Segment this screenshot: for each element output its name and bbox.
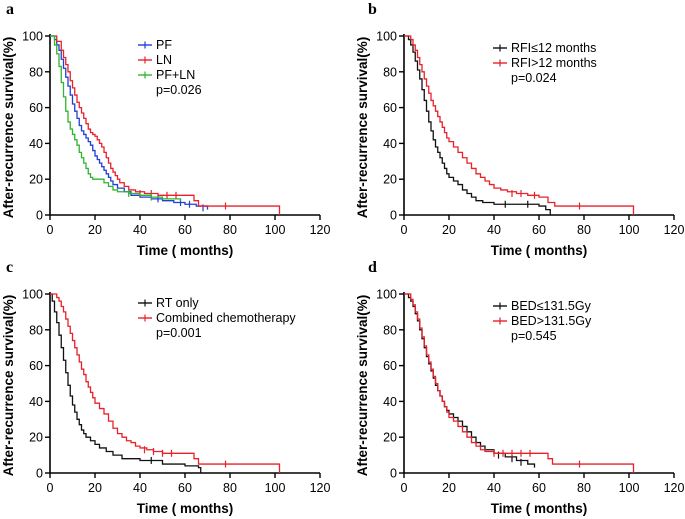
legend-label: Combined chemotherapy xyxy=(156,311,296,325)
y-tick-label: 80 xyxy=(383,323,397,337)
x-tick-label: 20 xyxy=(442,481,456,495)
x-tick-label: 40 xyxy=(487,223,501,237)
p-value-label: p=0.026 xyxy=(156,83,202,97)
y-tick-label: 0 xyxy=(390,467,397,481)
panel-letter: d xyxy=(368,259,377,276)
y-tick-label: 20 xyxy=(383,173,397,187)
y-tick-label: 20 xyxy=(383,431,397,445)
km-curve-2 xyxy=(50,293,281,473)
legend-label: PF+LN xyxy=(156,68,195,82)
x-tick-label: 20 xyxy=(88,481,102,495)
y-tick-label: 80 xyxy=(383,65,397,79)
legend-label: RFI≤12 months xyxy=(511,41,596,55)
x-tick-label: 120 xyxy=(664,223,685,237)
x-tick-label: 120 xyxy=(664,481,685,495)
x-axis-title: Time ( months) xyxy=(491,243,588,258)
x-axis-title: Time ( months) xyxy=(137,243,234,258)
x-tick-label: 0 xyxy=(401,481,408,495)
x-axis-title: Time ( months) xyxy=(491,501,588,516)
legend-label: LN xyxy=(156,53,172,67)
x-tick-label: 60 xyxy=(532,481,546,495)
y-tick-label: 20 xyxy=(29,431,43,445)
legend-label: BED≤131.5Gy xyxy=(511,299,592,313)
p-value-label: p=0.001 xyxy=(156,326,202,340)
x-tick-label: 0 xyxy=(401,223,408,237)
x-tick-label: 60 xyxy=(532,223,546,237)
y-axis-title: After-recurrence survival(%) xyxy=(355,37,370,219)
legend-label: RT only xyxy=(156,296,199,310)
panel-letter: b xyxy=(368,1,377,18)
x-tick-label: 0 xyxy=(47,481,54,495)
legend-label: BED>131.5Gy xyxy=(511,314,592,328)
y-tick-label: 80 xyxy=(29,323,43,337)
y-tick-label: 60 xyxy=(29,359,43,373)
km-curve-1 xyxy=(404,35,551,215)
x-tick-label: 40 xyxy=(133,223,147,237)
x-tick-label: 100 xyxy=(265,481,286,495)
x-tick-label: 60 xyxy=(178,481,192,495)
x-tick-label: 20 xyxy=(442,223,456,237)
x-tick-label: 80 xyxy=(223,481,237,495)
y-tick-label: 0 xyxy=(390,209,397,223)
y-axis-title: After-recurrence survival(%) xyxy=(1,295,16,477)
chart-panel-c: c 0 20 40 60 80 100 0 20 40 60 80 100 120 Time ( month… xyxy=(1,259,330,516)
x-tick-label: 100 xyxy=(265,223,286,237)
km-curve-3 xyxy=(50,35,182,201)
x-tick-label: 40 xyxy=(487,481,501,495)
p-value-label: p=0.024 xyxy=(511,71,557,85)
chart-panel-d: d 0 20 40 60 80 100 0 20 40 60 80 100 120 Time ( month… xyxy=(355,259,684,516)
x-tick-label: 20 xyxy=(88,223,102,237)
x-tick-label: 80 xyxy=(577,481,591,495)
x-tick-label: 120 xyxy=(310,223,331,237)
y-tick-label: 100 xyxy=(376,288,397,302)
legend-label: PF xyxy=(156,38,172,52)
y-tick-label: 60 xyxy=(29,101,43,115)
panel-letter: a xyxy=(6,1,14,18)
legend-label: RFI>12 months xyxy=(511,56,597,70)
y-tick-label: 0 xyxy=(36,209,43,223)
y-tick-label: 80 xyxy=(29,65,43,79)
y-tick-label: 40 xyxy=(29,137,43,151)
x-tick-label: 80 xyxy=(223,223,237,237)
y-tick-label: 60 xyxy=(383,101,397,115)
x-tick-label: 120 xyxy=(310,481,331,495)
x-tick-label: 100 xyxy=(619,481,640,495)
km-curve-2 xyxy=(404,293,635,473)
x-tick-label: 80 xyxy=(577,223,591,237)
km-curve-2 xyxy=(404,35,635,215)
y-axis-title: After-recurrence survival(%) xyxy=(355,295,370,477)
x-tick-label: 0 xyxy=(47,223,54,237)
km-curve-1 xyxy=(50,35,209,210)
x-tick-label: 60 xyxy=(178,223,192,237)
y-tick-label: 100 xyxy=(22,30,43,44)
y-tick-label: 60 xyxy=(383,359,397,373)
km-curve-1 xyxy=(50,293,202,473)
x-axis-title: Time ( months) xyxy=(137,501,234,516)
y-tick-label: 0 xyxy=(36,467,43,481)
x-tick-label: 40 xyxy=(133,481,147,495)
y-tick-label: 100 xyxy=(22,288,43,302)
y-tick-label: 40 xyxy=(383,137,397,151)
x-tick-label: 100 xyxy=(619,223,640,237)
y-tick-label: 100 xyxy=(376,30,397,44)
panel-letter: c xyxy=(6,259,13,276)
y-tick-label: 40 xyxy=(383,395,397,409)
p-value-label: p=0.545 xyxy=(511,329,557,343)
y-axis-title: After-recurrence survival(%) xyxy=(1,37,16,219)
km-curve-2 xyxy=(50,35,281,215)
chart-panel-b: b 0 20 40 60 80 100 0 20 40 60 80 100 120 Time ( month… xyxy=(355,1,684,258)
chart-panel-a: a 0 20 40 60 80 100 0 20 40 60 80 100 120 Time ( month… xyxy=(1,1,330,258)
y-tick-label: 20 xyxy=(29,173,43,187)
y-tick-label: 40 xyxy=(29,395,43,409)
